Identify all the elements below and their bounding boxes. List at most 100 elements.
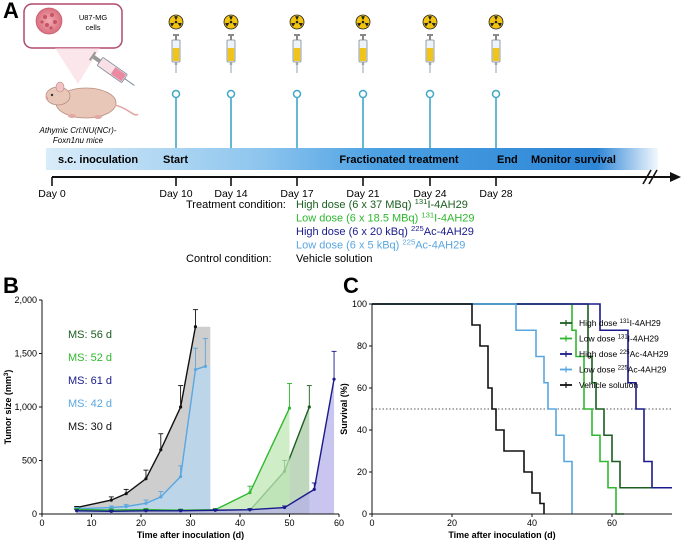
cell-dish-icon: [35, 7, 63, 35]
data-point: [193, 367, 198, 372]
data-point: [282, 505, 287, 510]
legend-item-low225: Low dose 225Ac-4AH29: [560, 365, 667, 375]
data-point: [248, 508, 252, 512]
legend-item-vehicle: Vehicle solution: [560, 380, 638, 390]
data-point: [109, 505, 113, 510]
treatment-condition-item: Low dose (6 x 18.5 MBq) 131I-4AH29: [296, 210, 475, 225]
data-point: [213, 508, 217, 512]
y-tick-label: 40: [357, 425, 367, 435]
radiation-icon: [422, 14, 438, 30]
y-tick-label: 2,000: [14, 295, 37, 305]
median-survival-label: MS: 52 d: [68, 352, 112, 364]
data-point: [144, 501, 148, 505]
series-area-low225: [76, 366, 206, 514]
data-point: [248, 491, 252, 495]
x-axis-label: Time after inoculation (d): [137, 530, 244, 540]
survival-curve-low131: [372, 303, 624, 515]
y-tick-label: 100: [352, 299, 367, 309]
survival-chart: 0 20 40 60 0 20 40 60 80 100 Time after inoculatio…: [339, 299, 672, 540]
legend-label: Low dose 225Ac-4AH29: [579, 365, 667, 375]
syringe-icon: [491, 33, 501, 74]
data-point: [179, 474, 183, 479]
y-tick-label: 1,500: [14, 349, 37, 359]
data-point: [312, 487, 316, 491]
treatment-condition-label: Treatment condition:: [186, 199, 286, 211]
legend-label: High dose 225Ac-4AH29: [579, 349, 669, 359]
data-point: [307, 405, 311, 409]
radioactive-dose-syringe: [289, 14, 305, 148]
legend-label: Vehicle solution: [579, 380, 638, 390]
y-tick-label: 60: [357, 383, 367, 393]
treatment-condition-item: High dose (6 x 37 MBq) 131I-4AH29: [296, 197, 468, 212]
panel-a-letter: A: [3, 0, 19, 23]
x-tick-label: 40: [527, 518, 537, 528]
data-point: [179, 509, 183, 513]
x-axis-label: Time after inoculation (d): [448, 530, 555, 540]
data-point: [144, 477, 148, 481]
median-survival-label: MS: 42 d: [68, 398, 112, 410]
radioactive-dose-syringe: [488, 14, 504, 148]
series-area-vehicle: [76, 326, 196, 514]
x-tick-label: 10: [86, 518, 96, 528]
y-tick-label: 0: [32, 509, 37, 519]
data-point: [193, 325, 198, 329]
series-tail-low225: [205, 366, 211, 514]
timeline-arrow-icon: [670, 172, 681, 182]
day-label: Day 0: [38, 188, 66, 200]
series-area-low131: [76, 408, 290, 514]
series-high225: [74, 350, 337, 514]
survival-curve-high225: [372, 303, 672, 489]
treatment-condition-item: Low dose (6 x 5 kBq) 225Ac-4AH29: [296, 237, 465, 252]
legend-item-high131: High dose 131I-4AH29: [560, 318, 661, 328]
data-point: [144, 509, 148, 513]
median-survival-label: MS: 61 d: [68, 375, 112, 387]
series-line-low225: [76, 365, 206, 510]
y-tick-label: 20: [357, 467, 367, 477]
y-tick-label: 0: [362, 509, 367, 519]
legend-item-high225: High dose 225Ac-4AH29: [560, 349, 669, 359]
x-tick-label: 20: [136, 518, 146, 528]
data-point: [179, 405, 183, 409]
syringe-icon: [425, 33, 435, 74]
timeline-days: Day 0 Day 10 Day 14 Day 17 Day 21 Day 24 Day 2…: [38, 177, 513, 200]
y-tick-label: 80: [357, 341, 367, 351]
series-low225: [74, 338, 211, 514]
phase-end: End: [497, 154, 518, 166]
radioactive-dose-syringe: [168, 14, 184, 148]
survival-curve-low225: [372, 303, 573, 514]
data-point: [332, 377, 336, 381]
x-tick-label: 0: [369, 518, 374, 528]
radiation-icon: [289, 14, 305, 30]
x-tick-label: 60: [334, 518, 344, 528]
legend-item-low131: Low dose 131I-4AH29: [560, 334, 659, 344]
control-condition-value: Vehicle solution: [296, 253, 372, 265]
survival-curve-vehicle: [372, 303, 545, 514]
y-tick-label: 500: [22, 456, 37, 466]
treatment-condition-item: High dose (6 x 20 kBq) 225Ac-4AH29: [296, 224, 474, 239]
day-label: Day 28: [479, 188, 512, 200]
panel-b-letter: B: [3, 273, 19, 298]
radiation-icon: [168, 14, 184, 30]
syringe-icon: [358, 33, 368, 74]
y-axis-label: Survival (%): [339, 383, 349, 435]
timeline-break-icon: [642, 169, 658, 185]
cell-label-line2: cells: [85, 23, 100, 32]
survival-curve-high131: [372, 303, 672, 489]
day-label: Day 24: [413, 188, 446, 200]
median-survival-label: MS: 30 d: [68, 421, 112, 433]
mouse-icon: [45, 81, 139, 119]
inoculation-syringe-icon: [88, 51, 135, 86]
legend-label: High dose 131I-4AH29: [579, 318, 661, 328]
radioactive-dose-syringe: [355, 14, 371, 148]
x-tick-label: 50: [284, 518, 294, 528]
x-tick-label: 40: [235, 518, 245, 528]
tumor-growth-chart: 0 10 20 30 40 50 60 0 500 1,000 1,500 2,000 Time aft…: [3, 295, 345, 540]
data-point: [124, 492, 128, 496]
phase-inoculation: s.c. inoculation: [58, 154, 138, 166]
series-area-high225: [76, 379, 335, 514]
cell-label-line1: U87-MG: [79, 13, 108, 22]
panel-c-letter: C: [343, 273, 359, 298]
syringe-icon: [292, 33, 302, 74]
